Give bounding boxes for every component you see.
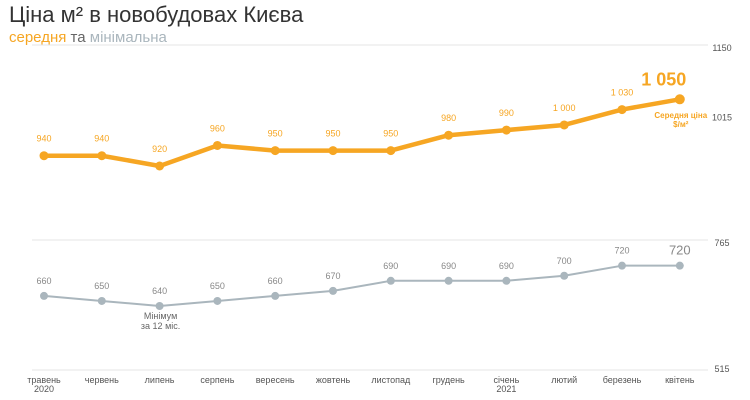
average-price-data-label: 980 xyxy=(441,113,456,123)
subtitle-connector: та xyxy=(66,29,90,46)
average-price-data-label: 940 xyxy=(94,134,109,144)
average-price-annotation: Середня ціна xyxy=(654,111,707,120)
average-price-point xyxy=(444,130,454,140)
average-price-data-label: 1 030 xyxy=(611,88,634,98)
minimum-price-data-label: 650 xyxy=(210,281,225,291)
minimum-price-data-label: 640 xyxy=(152,286,167,296)
average-price-data-label: 960 xyxy=(210,123,225,133)
y-tick-label: 1015 xyxy=(712,112,732,122)
minimum-price-point xyxy=(329,286,337,295)
minimum-price-data-label: 660 xyxy=(268,276,283,286)
x-tick-label: травень xyxy=(27,375,61,385)
average-price-point xyxy=(328,146,338,156)
x-tick-label: жовтень xyxy=(316,375,351,385)
minimum-price-data-label: 650 xyxy=(94,281,109,291)
average-price-data-label: 1 050 xyxy=(641,69,686,89)
minimum-price-point xyxy=(444,276,453,285)
average-price-data-label: 920 xyxy=(152,144,167,154)
minimum-price-data-label: 690 xyxy=(383,261,398,271)
average-price-annotation: $/м² xyxy=(673,120,689,129)
minimum-price-line xyxy=(43,264,680,307)
y-tick-label: 1150 xyxy=(712,43,731,53)
x-tick-label: 2021 xyxy=(496,384,516,394)
x-tick-label: вересень xyxy=(256,375,295,385)
average-price-point xyxy=(39,151,49,161)
average-price-point xyxy=(155,161,165,171)
average-price-data-label: 950 xyxy=(325,129,340,139)
minimum-price-point xyxy=(40,291,48,300)
minimum-price-point xyxy=(386,276,395,285)
average-price-point xyxy=(559,120,569,130)
x-tick-label: січень xyxy=(493,375,519,385)
y-tick-label: 765 xyxy=(714,238,729,248)
minimum-price-data-label: 660 xyxy=(36,276,51,286)
minimum-price-data-label: 700 xyxy=(557,256,572,266)
minimum-price-point xyxy=(271,291,280,300)
average-price-line xyxy=(41,97,683,169)
minimum-price-point xyxy=(97,296,106,305)
average-price-data-label: 990 xyxy=(499,108,514,118)
y-tick-label: 515 xyxy=(714,364,729,374)
minimum-price-point xyxy=(618,261,626,270)
minimum-price-point xyxy=(213,296,222,305)
x-tick-label: червень xyxy=(85,375,119,385)
minimum-price-data-label: 690 xyxy=(499,261,514,271)
minimum-price-data-label: 720 xyxy=(614,246,629,256)
average-price-point xyxy=(617,105,627,115)
minimum-price-annotation: за 12 міс. xyxy=(141,321,180,331)
x-tick-label: листопад xyxy=(371,375,411,385)
average-price-point xyxy=(97,151,107,161)
chart-subtitle: середня та мінімальна xyxy=(9,29,167,46)
x-tick-label: лютий xyxy=(551,375,577,385)
minimum-price-data-label: 720 xyxy=(669,243,691,258)
average-price-point xyxy=(501,125,511,135)
subtitle-average-label: середня xyxy=(9,29,67,46)
minimum-price-point xyxy=(560,271,569,280)
average-price-data-label: 940 xyxy=(36,134,51,144)
minimum-price-point xyxy=(155,302,164,310)
x-tick-label: березень xyxy=(603,375,642,385)
average-price-data-label: 950 xyxy=(383,129,398,139)
average-price-point xyxy=(212,140,222,150)
x-tick-label: квітень xyxy=(665,375,695,385)
x-tick-label: грудень xyxy=(432,375,465,385)
x-tick-label: липень xyxy=(145,375,175,385)
x-tick-label: серпень xyxy=(200,375,234,385)
average-price-point xyxy=(386,146,396,156)
x-tick-label: 2020 xyxy=(34,384,54,394)
minimum-price-point xyxy=(675,261,684,270)
minimum-price-data-label: 690 xyxy=(441,261,456,271)
average-price-point xyxy=(270,146,280,156)
average-price-point xyxy=(674,94,685,105)
minimum-price-point xyxy=(502,276,511,285)
chart-title: Ціна м² в новобудовах Києва xyxy=(9,2,304,27)
minimum-price-annotation: Мінімум xyxy=(144,311,177,321)
average-price-data-label: 950 xyxy=(268,129,283,139)
subtitle-minimum-label: мінімальна xyxy=(89,29,167,46)
minimum-price-data-label: 670 xyxy=(325,271,340,281)
average-price-data-label: 1 000 xyxy=(553,103,576,113)
